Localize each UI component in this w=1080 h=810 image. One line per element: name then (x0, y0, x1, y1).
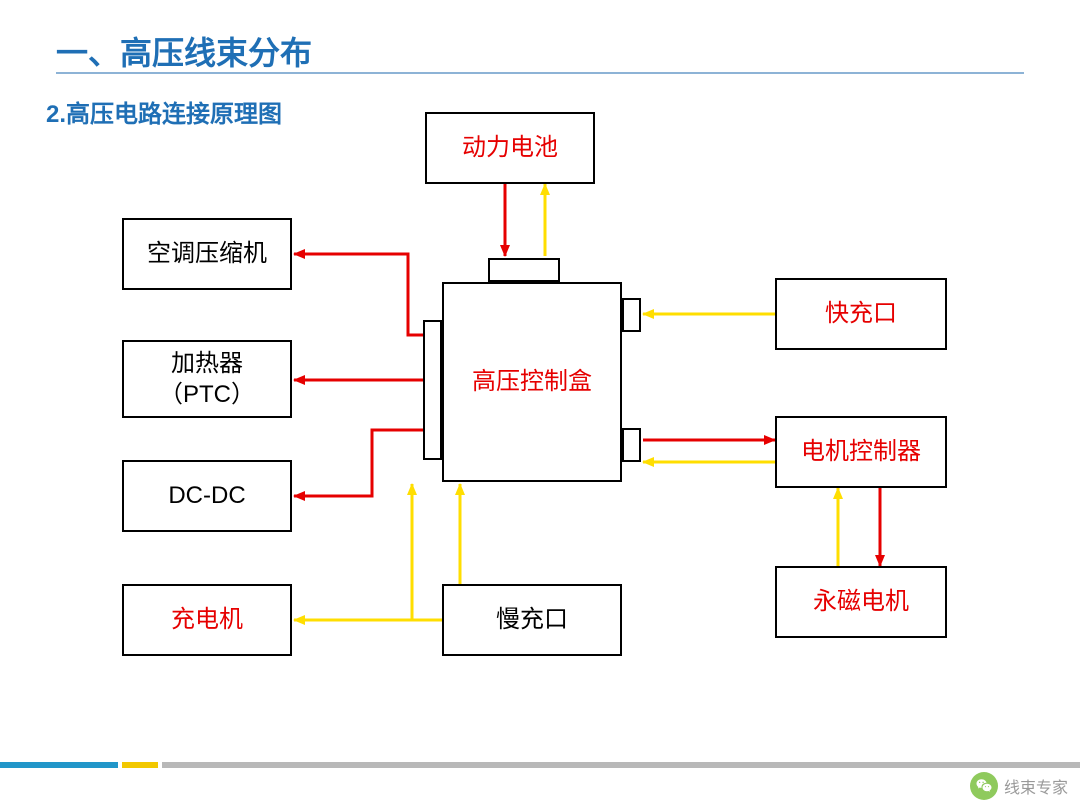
node-ac: 空调压缩机 (122, 218, 292, 290)
node-mcu: 电机控制器 (775, 416, 947, 488)
node-slowport: 慢充口 (442, 584, 622, 656)
watermark-text: 线束专家 (1004, 774, 1068, 798)
node-hvbox: 高压控制盒 (442, 282, 622, 482)
node-charger: 充电机 (122, 584, 292, 656)
node-battery: 动力电池 (425, 112, 595, 184)
watermark: 线束专家 (970, 772, 1068, 800)
wechat-icon (970, 772, 998, 800)
footer-segment (0, 762, 118, 768)
page-title: 一、高压线束分布 (56, 28, 312, 74)
edge-charger_to_box (294, 484, 412, 620)
footer-segment (122, 762, 158, 768)
node-ptc: 加热器（PTC） (122, 340, 292, 418)
footer-bar (0, 762, 1080, 768)
edge-box_to_dcdc (294, 430, 423, 496)
node-dcdc: DC-DC (122, 460, 292, 532)
node-fastport: 快充口 (775, 278, 947, 350)
port-p_left (423, 320, 442, 460)
page-subtitle: 2.高压电路连接原理图 (46, 94, 282, 129)
node-motor: 永磁电机 (775, 566, 947, 638)
port-p_top (488, 258, 560, 282)
footer-segment (162, 762, 1080, 768)
edge-box_to_ac (294, 254, 423, 335)
port-p_r2 (622, 428, 641, 462)
port-p_r1 (622, 298, 641, 332)
title-underline (56, 72, 1024, 74)
